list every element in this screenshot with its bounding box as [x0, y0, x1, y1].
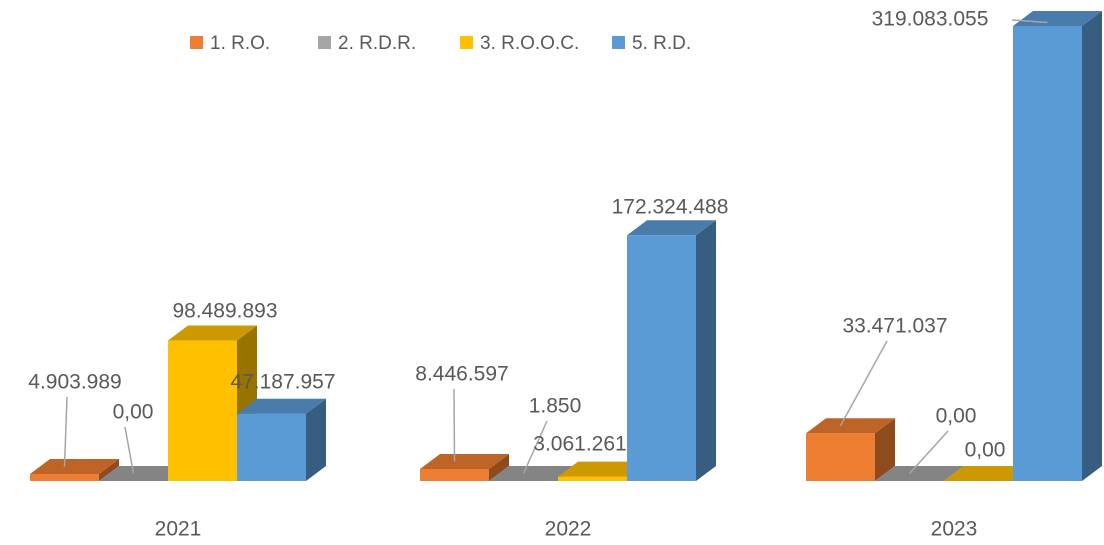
legend-label: 2. R.D.R. [338, 33, 416, 54]
bar [30, 459, 119, 481]
bar-top [420, 453, 509, 469]
bar-side [696, 220, 716, 481]
legend-label: 5. R.D. [632, 33, 691, 54]
bar-side [875, 418, 895, 481]
bar-side [1082, 11, 1102, 481]
bar-front [627, 235, 696, 481]
bar-top [489, 465, 578, 481]
data-label: 0,00 [113, 401, 154, 424]
data-label: 1.850 [529, 395, 582, 418]
bar-front [1013, 26, 1082, 481]
data-label: 47.187.957 [230, 371, 335, 394]
legend-swatch [612, 36, 625, 49]
legend-label: 1. R.O. [210, 33, 270, 54]
bar-top [627, 220, 716, 236]
bar-front [420, 468, 489, 481]
leader-line [1011, 19, 1048, 24]
leader-line [124, 426, 135, 474]
bar [875, 466, 964, 481]
leader-line [839, 340, 888, 427]
x-tick-label: 2021 [155, 518, 202, 541]
bar-side [99, 459, 119, 481]
bar-front [30, 474, 99, 481]
bar-top [99, 466, 188, 481]
bar-front [237, 413, 306, 481]
legend-label: 3. R.O.O.C. [480, 33, 579, 54]
bar [237, 398, 326, 481]
bar-top [168, 325, 257, 341]
x-tick-label: 2023 [931, 518, 978, 541]
leader-line [63, 396, 68, 467]
data-label: 172.324.488 [612, 196, 729, 219]
data-label: 0,00 [965, 439, 1006, 462]
bar-front [558, 476, 627, 481]
bar-top [30, 459, 119, 475]
bar-top [806, 418, 895, 434]
bar [1013, 11, 1102, 481]
leader-line [908, 430, 949, 475]
data-label: 4.903.989 [28, 371, 121, 394]
bar-top [237, 398, 326, 414]
bar-top [558, 461, 647, 477]
data-label: 319.083.055 [872, 8, 989, 31]
leader-line [453, 388, 456, 462]
legend-swatch [318, 36, 331, 49]
bar-top [944, 466, 1033, 481]
legend-swatch [190, 36, 203, 49]
bar [806, 418, 895, 481]
bar-side [306, 398, 326, 481]
bar [944, 466, 1033, 481]
bar-top [875, 466, 964, 481]
data-label: 8.446.597 [415, 363, 508, 386]
data-label: 98.489.893 [172, 300, 277, 323]
bar [420, 453, 509, 481]
data-label: 0,00 [936, 405, 977, 428]
bar-front [168, 340, 237, 481]
bar-side [489, 453, 509, 481]
legend-swatch [460, 36, 473, 49]
x-tick-label: 2022 [545, 518, 592, 541]
data-label: 33.471.037 [842, 315, 947, 338]
bar-front [806, 433, 875, 481]
leader-line [522, 420, 548, 474]
bar [99, 466, 188, 481]
bar [627, 220, 716, 481]
data-label: 3.061.261 [533, 433, 626, 456]
